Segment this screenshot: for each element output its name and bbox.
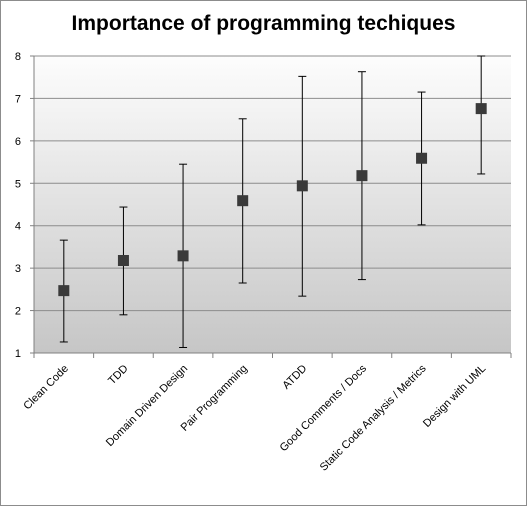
x-category-label: Static Code Analysis / Metrics xyxy=(318,362,429,473)
x-category-label: ATDD xyxy=(280,363,309,392)
y-tick-label: 2 xyxy=(15,306,21,318)
x-category-label: Clean Code xyxy=(21,363,71,413)
x-category-label: Design with UML xyxy=(421,363,488,430)
gridlines xyxy=(34,55,511,354)
data-series xyxy=(58,55,487,348)
x-category-label: Pair Programming xyxy=(179,363,250,434)
data-point-marker xyxy=(237,195,249,207)
y-tick-label: 1 xyxy=(15,348,21,360)
data-point-marker xyxy=(58,285,70,297)
y-tick-label: 3 xyxy=(15,263,21,275)
y-tick-label: 7 xyxy=(15,93,21,105)
data-point-marker xyxy=(416,152,428,164)
y-tick-label: 8 xyxy=(15,51,21,63)
data-point-marker xyxy=(475,103,487,115)
data-point-marker xyxy=(117,255,129,267)
y-tick-label: 4 xyxy=(15,221,21,233)
data-point-marker xyxy=(296,180,308,192)
y-tick-label: 5 xyxy=(15,178,21,190)
x-category-label: TDD xyxy=(106,363,131,388)
data-point-marker xyxy=(356,170,368,182)
chart-title: Importance of programming techiques xyxy=(71,12,456,35)
plot-area xyxy=(34,56,511,353)
y-tick-label: 6 xyxy=(15,136,21,148)
y-axis-ticks: 1 2 3 4 5 6 7 8 xyxy=(15,51,34,360)
data-point-marker xyxy=(177,250,189,262)
